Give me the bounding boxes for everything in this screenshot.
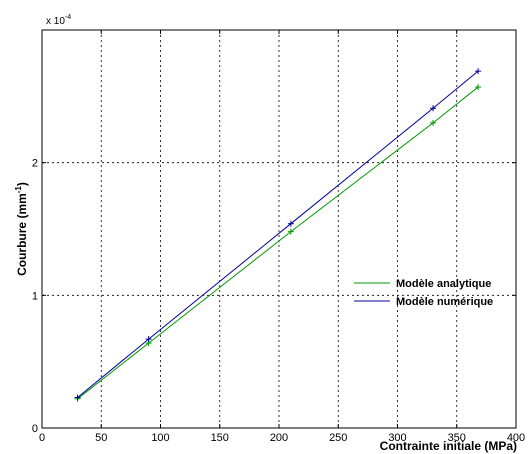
data-point-numerique-2	[287, 220, 294, 227]
data-point-numerique-3	[430, 105, 437, 112]
grid-lines	[42, 30, 516, 428]
y-scale-factor: x 10-4	[46, 14, 71, 27]
y-axis-label-exp: -1	[14, 186, 23, 194]
series-line-analytique	[77, 86, 479, 400]
y-scale-base: x 10	[46, 16, 65, 27]
y-tick-label-0: 0	[32, 423, 38, 435]
y-tick-label-2: 2	[32, 158, 38, 170]
x-tick-label-6: 300	[388, 432, 406, 444]
data-point-numerique-4	[475, 68, 482, 75]
y-axis-label-close: )	[15, 182, 29, 186]
x-tick-label-8: 400	[507, 432, 525, 444]
data-point-analytique-2	[287, 228, 294, 235]
data-point-analytique-3	[430, 119, 437, 126]
x-axis-label: Contrainte initiale (MPa)	[380, 439, 517, 453]
y-axis-label-main: Courbure (mm	[15, 193, 29, 276]
x-tick-label-2: 100	[151, 432, 169, 444]
legend: Modèle analytique Modèle numérique	[354, 278, 493, 308]
y-tick-label-1: 1	[32, 290, 38, 302]
series-line-numerique	[77, 70, 479, 398]
legend-label-analytique: Modèle analytique	[396, 278, 491, 290]
data-point-analytique-4	[475, 84, 482, 91]
axis-ticks	[41, 30, 517, 429]
data-point-numerique-1	[145, 336, 152, 343]
data-point-numerique-0	[74, 394, 81, 401]
x-tick-label-1: 50	[95, 432, 107, 444]
x-tick-label-7: 350	[448, 432, 466, 444]
series-layer	[74, 68, 482, 402]
x-tick-label-0: 0	[39, 432, 45, 444]
y-axis-label: Courbure (mm-1)	[14, 182, 29, 276]
x-tick-label-4: 200	[270, 432, 288, 444]
legend-label-numerique: Modèle numérique	[396, 296, 493, 308]
x-tick-label-3: 150	[211, 432, 229, 444]
x-tick-label-5: 250	[329, 432, 347, 444]
y-scale-exponent: -4	[65, 14, 71, 21]
